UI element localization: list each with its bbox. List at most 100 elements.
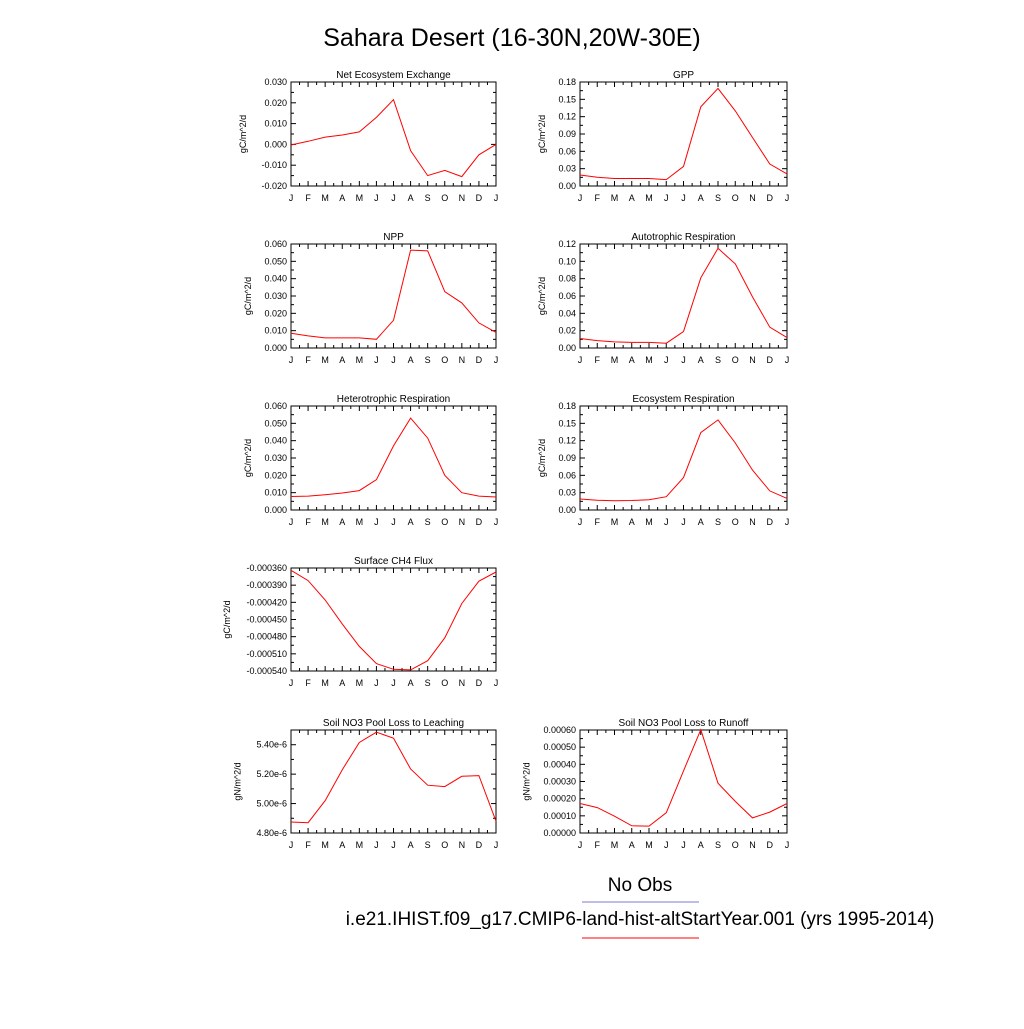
y-tick-label: 0.030 xyxy=(264,291,287,301)
x-tick-label: N xyxy=(749,840,756,850)
x-tick-label: N xyxy=(459,193,466,203)
x-tick-label: A xyxy=(698,355,704,365)
x-tick-label: A xyxy=(698,193,704,203)
y-tick-label: 0.050 xyxy=(264,256,287,266)
x-tick-label: J xyxy=(289,193,294,203)
x-tick-label: J xyxy=(785,193,790,203)
panel-title: Autotrophic Respiration xyxy=(632,232,736,243)
panel-title: Heterotrophic Respiration xyxy=(337,394,450,405)
x-tick-label: J xyxy=(664,355,669,365)
x-tick-label: D xyxy=(767,355,774,365)
x-tick-label: A xyxy=(698,517,704,527)
x-tick-label: F xyxy=(305,840,311,850)
series-line xyxy=(290,731,497,824)
y-tick-label: 0.050 xyxy=(264,418,287,428)
y-tick-label: 0.06 xyxy=(558,470,576,480)
x-tick-label: M xyxy=(356,355,364,365)
y-tick-label: 0.08 xyxy=(558,274,576,284)
x-tick-label: F xyxy=(595,193,601,203)
x-tick-label: J xyxy=(785,840,790,850)
series-line xyxy=(579,247,788,344)
x-tick-label: M xyxy=(356,840,364,850)
series-line xyxy=(579,419,788,502)
x-tick-label: J xyxy=(578,517,583,527)
y-axis-label: gC/m^2/d xyxy=(243,439,253,477)
x-tick-label: A xyxy=(408,355,414,365)
y-tick-label: 0.00050 xyxy=(543,742,576,752)
y-axis-label: gN/m^2/d xyxy=(233,762,243,800)
x-tick-label: N xyxy=(749,355,756,365)
x-tick-label: N xyxy=(749,517,756,527)
plot-frame xyxy=(290,243,497,349)
legend: No Obs i.e21.IHIST.f09_g17.CMIP6-land-hi… xyxy=(346,875,934,939)
x-tick-label: J xyxy=(494,193,499,203)
x-tick-label: N xyxy=(459,840,466,850)
x-tick-label: J xyxy=(374,193,379,203)
x-tick-label: J xyxy=(494,355,499,365)
x-tick-label: J xyxy=(578,355,583,365)
x-tick-label: J xyxy=(494,517,499,527)
x-tick-label: J xyxy=(578,193,583,203)
x-tick-label: A xyxy=(339,355,345,365)
x-tick-label: D xyxy=(767,840,774,850)
y-tick-label: 0.000 xyxy=(264,139,287,149)
x-tick-label: J xyxy=(664,193,669,203)
figure-title: Sahara Desert (16-30N,20W-30E) xyxy=(323,24,701,52)
x-tick-label: J xyxy=(681,355,686,365)
y-tick-label: 0.09 xyxy=(558,453,576,463)
y-tick-label: -0.000480 xyxy=(246,632,287,642)
series-line xyxy=(290,417,497,498)
x-tick-label: J xyxy=(374,517,379,527)
y-tick-label: 0.12 xyxy=(558,239,576,249)
x-tick-label: A xyxy=(629,355,635,365)
x-tick-label: J xyxy=(374,355,379,365)
x-tick-label: J xyxy=(785,355,790,365)
y-tick-label: -0.000360 xyxy=(246,563,287,573)
x-tick-label: N xyxy=(459,517,466,527)
y-tick-label: 0.03 xyxy=(558,488,576,498)
y-tick-label: -0.000420 xyxy=(246,597,287,607)
x-tick-label: F xyxy=(595,355,601,365)
x-tick-label: O xyxy=(441,678,448,688)
x-tick-label: S xyxy=(715,840,721,850)
y-tick-label: 0.040 xyxy=(264,274,287,284)
x-tick-label: O xyxy=(732,840,739,850)
y-tick-label: 0.060 xyxy=(264,401,287,411)
x-tick-label: J xyxy=(681,193,686,203)
x-tick-label: M xyxy=(321,355,329,365)
x-tick-label: F xyxy=(595,840,601,850)
y-tick-label: 0.00040 xyxy=(543,759,576,769)
x-tick-label: D xyxy=(767,193,774,203)
x-tick-label: F xyxy=(595,517,601,527)
x-tick-label: J xyxy=(289,840,294,850)
x-tick-label: F xyxy=(305,193,311,203)
y-tick-label: 0.06 xyxy=(558,291,576,301)
x-tick-label: J xyxy=(374,840,379,850)
x-tick-label: J xyxy=(664,840,669,850)
y-tick-label: 0.010 xyxy=(264,119,287,129)
x-tick-label: A xyxy=(408,678,414,688)
x-tick-label: J xyxy=(785,517,790,527)
y-tick-label: 5.40e-6 xyxy=(256,740,287,750)
x-tick-label: A xyxy=(698,840,704,850)
x-tick-label: O xyxy=(732,193,739,203)
x-tick-label: M xyxy=(356,517,364,527)
x-tick-label: M xyxy=(645,840,653,850)
y-tick-label: -0.000510 xyxy=(246,649,287,659)
panel-title: Soil NO3 Pool Loss to Leaching xyxy=(323,718,464,729)
y-tick-label: 0.15 xyxy=(558,94,576,104)
x-tick-label: A xyxy=(629,517,635,527)
x-tick-label: S xyxy=(425,678,431,688)
y-tick-label: 0.010 xyxy=(264,326,287,336)
x-tick-label: J xyxy=(681,517,686,527)
x-tick-label: N xyxy=(749,193,756,203)
plot-frame xyxy=(290,729,497,834)
x-tick-label: J xyxy=(494,678,499,688)
